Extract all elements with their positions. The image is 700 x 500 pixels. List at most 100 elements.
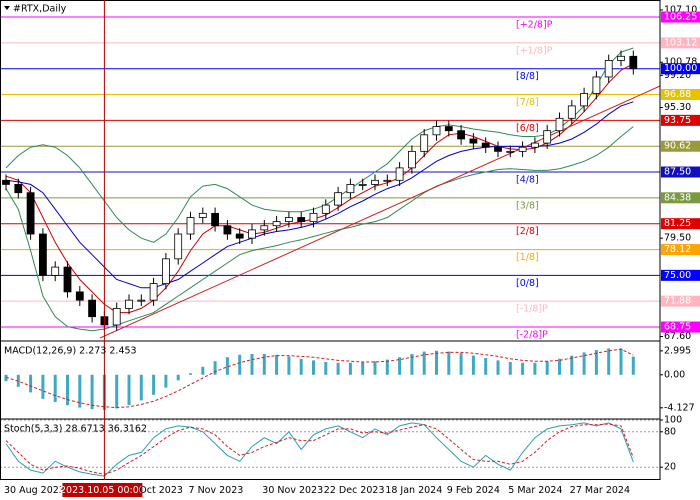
candle-body xyxy=(358,184,367,186)
level-tag: [3/8] xyxy=(516,200,539,211)
level-price-label: 68.75 xyxy=(664,322,691,333)
y-tick-label: 2.995 xyxy=(664,345,691,356)
candle-body xyxy=(321,204,330,214)
candle-body xyxy=(149,283,158,301)
histogram-bar xyxy=(385,359,389,375)
level-tag: [6/8] xyxy=(516,123,539,134)
level-price-box xyxy=(661,218,700,230)
menu-arrow[interactable] xyxy=(4,6,10,10)
histogram-bar xyxy=(275,354,279,375)
candle-body xyxy=(75,291,84,301)
histogram-bar xyxy=(90,374,94,410)
histogram-bar xyxy=(176,374,180,381)
candle-body xyxy=(223,225,232,235)
histogram-bar xyxy=(152,374,156,395)
histogram-bar xyxy=(471,355,475,375)
candle-body xyxy=(248,229,256,239)
crosshair-date-box xyxy=(62,483,143,497)
plot-border xyxy=(0,0,661,480)
histogram-bar xyxy=(287,356,291,375)
candle-body xyxy=(494,146,502,152)
x-tick-label: 7 Nov 2023 xyxy=(189,485,244,496)
candle-body xyxy=(260,225,269,231)
histogram-bar xyxy=(361,362,365,375)
level-price-box xyxy=(661,140,700,152)
histogram-bar xyxy=(398,357,402,375)
level-tag: [8/8] xyxy=(516,71,539,82)
histogram-bar xyxy=(250,354,254,375)
candle-body xyxy=(371,179,379,185)
candle-body xyxy=(457,130,466,140)
level-tag: [0/8] xyxy=(516,278,539,289)
candle-body xyxy=(334,192,343,206)
candle-body xyxy=(469,138,478,144)
x-tick-label: 9 Feb 2024 xyxy=(447,485,500,496)
x-tick-label: 30 Nov 2023 xyxy=(262,485,323,496)
histogram-bar xyxy=(558,358,561,375)
candle-body xyxy=(309,212,318,223)
y-tick-label: 67.60 xyxy=(664,331,691,342)
level-price-label: 96.88 xyxy=(664,89,691,100)
candle-body xyxy=(174,233,183,260)
y-tick-label: 80 xyxy=(664,426,676,437)
y-tick-label: 99.20 xyxy=(664,70,691,81)
level-tag: [+1/8]P xyxy=(516,45,553,56)
y-tick-label: -4.127 xyxy=(664,402,695,413)
candle-body xyxy=(580,93,588,107)
candle-body xyxy=(186,217,195,235)
series-line xyxy=(5,101,634,289)
candle-body xyxy=(346,184,355,194)
candle-body xyxy=(51,266,60,276)
level-tag: [7/8] xyxy=(516,97,539,108)
histogram-bar xyxy=(53,374,57,402)
level-tag: [4/8] xyxy=(516,175,539,186)
level-price-label: 87.50 xyxy=(664,167,691,178)
candle-body xyxy=(604,60,613,78)
y-tick-label: 20 xyxy=(664,462,676,473)
histogram-bar xyxy=(225,357,229,375)
series-line xyxy=(5,422,634,477)
histogram-bar xyxy=(631,356,635,375)
candle-body xyxy=(444,126,453,132)
level-price-box xyxy=(661,166,700,178)
level-tag: [1/8] xyxy=(516,252,539,263)
level-price-box xyxy=(661,88,700,100)
y-tick-label: 95.30 xyxy=(664,102,691,113)
histogram-bar xyxy=(299,358,303,375)
level-price-box xyxy=(661,11,700,23)
candle-body xyxy=(211,212,220,227)
histogram-bar xyxy=(435,350,438,375)
histogram-bar xyxy=(336,362,340,375)
series-line xyxy=(5,126,634,332)
level-price-box xyxy=(661,321,700,333)
candle-body xyxy=(629,55,638,70)
level-price-label: 93.75 xyxy=(664,115,691,126)
pane-title: Stoch(5,3,3) 28.6713 36.3162 xyxy=(4,424,147,435)
series-line xyxy=(5,47,634,243)
x-tick-label: Oct 2023 xyxy=(139,485,183,496)
candle-body xyxy=(518,146,527,152)
histogram-bar xyxy=(189,373,192,375)
level-price-label: 103.12 xyxy=(664,37,697,48)
x-tick-label: 5 Mar 2024 xyxy=(508,485,562,496)
candle-body xyxy=(395,167,404,181)
histogram-bar xyxy=(213,361,217,375)
histogram-bar xyxy=(447,351,451,375)
x-tick-label: 27 Mar 2024 xyxy=(570,485,630,496)
x-tick-label: 22 Dec 2023 xyxy=(324,485,385,496)
histogram-bar xyxy=(521,362,525,375)
histogram-bar xyxy=(4,374,8,382)
candle-body xyxy=(39,233,47,276)
candle-body xyxy=(531,142,539,148)
candle-body xyxy=(26,192,35,235)
candle-body xyxy=(235,233,244,239)
histogram-bar xyxy=(164,374,168,388)
histogram-bar xyxy=(139,374,143,401)
histogram-bar xyxy=(115,374,119,409)
histogram-bar xyxy=(348,362,352,375)
y-tick-label: 107.10 xyxy=(664,5,697,16)
y-tick-label: 0.00 xyxy=(664,369,685,380)
pane-title: MACD(12,26,9) 2.273 2.453 xyxy=(4,346,137,357)
histogram-bar xyxy=(545,361,549,375)
